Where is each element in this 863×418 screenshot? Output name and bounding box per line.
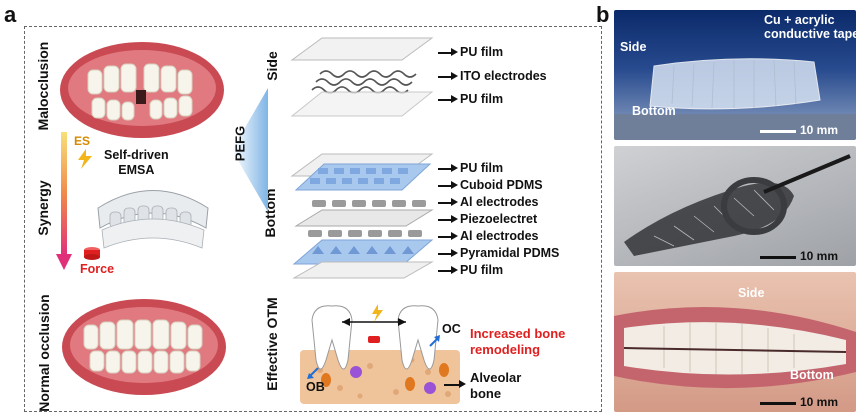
bottom-layer-label-1: PU film [460,161,504,175]
force-weight-icon [84,247,100,260]
side-layer-label-3: PU film [460,92,504,106]
pefg-label: PEFG [232,125,248,162]
effective-otm-label: Effective OTM [264,297,280,391]
es-label: ES [74,134,91,148]
increased-bone-remodeling-label: Increased bone remodeling [470,326,566,357]
photo3-scale-label: 10 mm [800,395,839,409]
side-layer-label-2: ITO electrodes [460,69,547,83]
side-layer-label-1: PU film [460,45,504,59]
bottom-layer-arrow-1 [438,165,458,171]
malocclusion-teeth-image [60,42,224,138]
otm-bone-diagram [300,304,460,404]
bottom-layer-arrow-5 [438,233,458,239]
photo1-scale-bar [760,130,796,133]
panel-a-letter: a [4,2,17,27]
bottom-layer-arrow-4 [438,216,458,222]
ob-label: OB [306,380,325,394]
bottom-layer-label-7: PU film [460,263,504,277]
panel-b-letter: b [596,2,610,27]
photo1-scale-label: 10 mm [800,123,839,137]
photo3-scale-bar [760,402,796,405]
photo-flexible-film: 10 mm [614,146,856,266]
ob-arrow-icon [307,367,319,379]
bottom-layer-label-5: Al electrodes [460,229,539,243]
bottom-layer-label-4: Piezoelectret [460,212,538,226]
pefg-triangle-icon [232,88,268,212]
oc-label: OC [442,322,461,336]
normal-occlusion-label: Normal occlusion [36,294,52,412]
aligner-image [97,190,209,249]
bottom-layer-arrow-7 [438,267,458,273]
oc-arrow-icon [429,335,440,347]
synergy-label: Synergy [35,180,51,236]
side-label: Side [264,51,280,81]
alveolar-arrow [444,381,466,387]
self-driven-emsa-label: Self-driven EMSA [104,148,169,177]
alveolar-bone-label: Alveolar bone [470,370,522,401]
side-layer-arrow-2 [438,73,458,79]
panel-a-frame [24,26,602,412]
side-layers-diagram [290,37,434,117]
photo1-tape-label: Cu + acrylic conductive tape [764,13,856,41]
bottom-layer-label-2: Cuboid PDMS [460,178,543,192]
photo1-bottom-label: Bottom [632,104,676,118]
bottom-layer-arrow-6 [438,250,458,256]
bottom-layer-label-3: Al electrodes [460,195,539,209]
malocclusion-label: Malocclusion [35,41,51,131]
side-layer-arrow-3 [438,96,458,102]
bottom-layer-label-6: Pyramidal PDMS [460,246,560,260]
lightning-icon [78,149,92,169]
synergy-arrow-icon [56,132,72,270]
photo2-scale-bar [760,256,796,259]
photo2-scale-label: 10 mm [800,249,839,263]
bottom-layer-arrow-3 [438,199,458,205]
force-label: Force [80,262,115,276]
photo-mouth-worn: Side Bottom 10 mm [614,272,856,412]
bottom-layers-diagram [290,153,434,279]
photo-side-view: Side Cu + acrylic conductive tape Bottom… [614,10,856,140]
normal-occlusion-teeth-image [62,299,226,395]
photo1-side-label: Side [620,40,647,54]
bottom-layer-arrow-2 [438,182,458,188]
side-layer-arrow-1 [438,49,458,55]
photo3-side-label: Side [738,286,765,300]
photo3-bottom-label: Bottom [790,368,834,382]
